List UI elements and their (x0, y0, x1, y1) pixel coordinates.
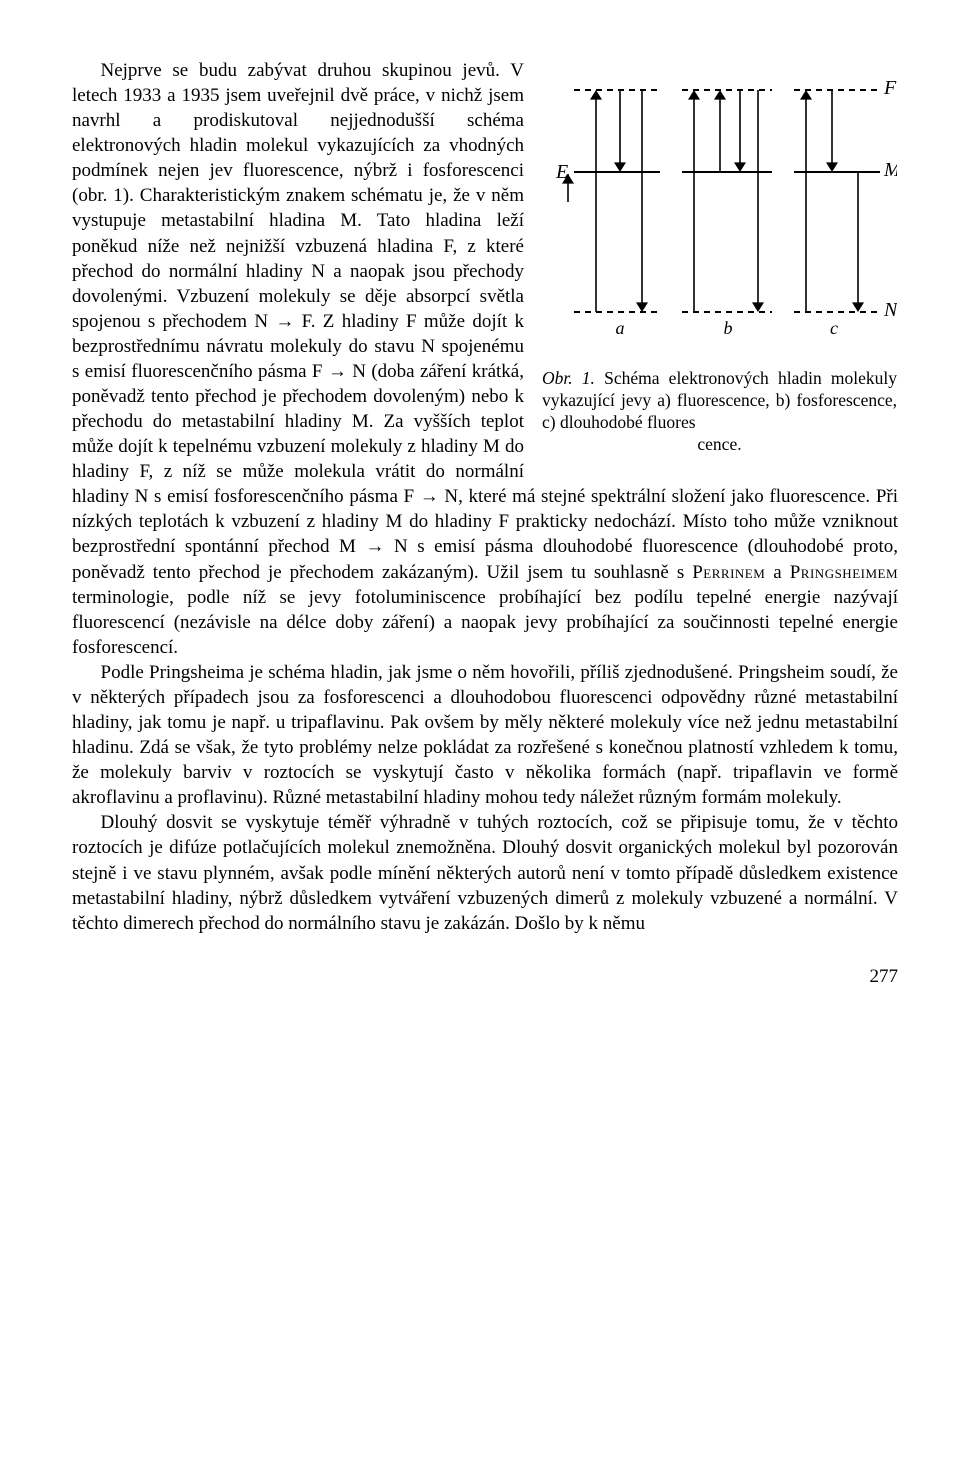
figure-caption: Obr. 1. Schéma elektronových hladin mole… (542, 368, 897, 456)
svg-text:M: M (883, 159, 897, 181)
figure-vertical-spacer (897, 58, 898, 230)
svg-text:c: c (830, 318, 838, 338)
page-number: 277 (72, 964, 898, 989)
svg-text:a: a (616, 318, 625, 338)
svg-text:b: b (724, 318, 733, 338)
figure-caption-tail: cence. (542, 434, 897, 456)
figure-caption-lead: Obr. 1. (542, 368, 604, 388)
svg-text:F: F (883, 77, 897, 99)
para1-text-b: a (773, 562, 789, 583)
energy-level-diagram: F M N Ea b c (542, 62, 897, 362)
smallcaps-pringsheimem: Pringsheimem (790, 562, 898, 583)
para1-text-c: terminologie, podle níž se jevy fotolumi… (72, 587, 898, 658)
svg-text:E: E (555, 161, 568, 183)
smallcaps-perrinem: Perrinem (692, 562, 765, 583)
paragraph-2: Podle Pringsheima je schéma hladin, jak … (72, 660, 898, 810)
figure-1: F M N Ea b c Obr. 1. Schéma elektronových hlad… (542, 62, 897, 456)
svg-text:N: N (883, 299, 897, 321)
paragraph-3: Dlouhý dosvit se vyskytuje téměř výhradn… (72, 810, 898, 935)
